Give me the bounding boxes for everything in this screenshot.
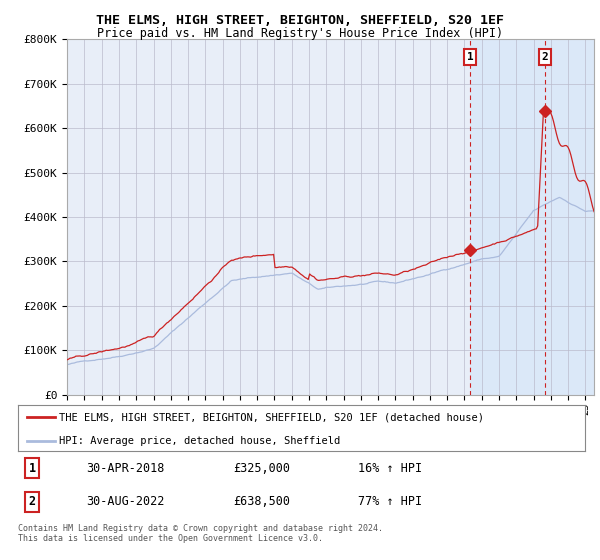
Text: £638,500: £638,500 [233, 496, 290, 508]
Text: 77% ↑ HPI: 77% ↑ HPI [358, 496, 422, 508]
Bar [470, 39, 600, 395]
Text: 30-APR-2018: 30-APR-2018 [86, 462, 164, 475]
Text: 2: 2 [29, 496, 36, 508]
Text: 1: 1 [467, 52, 473, 62]
Text: Price paid vs. HM Land Registry's House Price Index (HPI): Price paid vs. HM Land Registry's House … [97, 27, 503, 40]
Text: 2: 2 [542, 52, 548, 62]
Text: THE ELMS, HIGH STREET, BEIGHTON, SHEFFIELD, S20 1EF: THE ELMS, HIGH STREET, BEIGHTON, SHEFFIE… [96, 14, 504, 27]
Text: £325,000: £325,000 [233, 462, 290, 475]
Text: 30-AUG-2022: 30-AUG-2022 [86, 496, 164, 508]
Text: THE ELMS, HIGH STREET, BEIGHTON, SHEFFIELD, S20 1EF (detached house): THE ELMS, HIGH STREET, BEIGHTON, SHEFFIE… [59, 412, 484, 422]
Text: HPI: Average price, detached house, Sheffield: HPI: Average price, detached house, Shef… [59, 436, 341, 446]
Text: Contains HM Land Registry data © Crown copyright and database right 2024.
This d: Contains HM Land Registry data © Crown c… [18, 524, 383, 543]
Text: 1: 1 [29, 462, 36, 475]
Text: 16% ↑ HPI: 16% ↑ HPI [358, 462, 422, 475]
